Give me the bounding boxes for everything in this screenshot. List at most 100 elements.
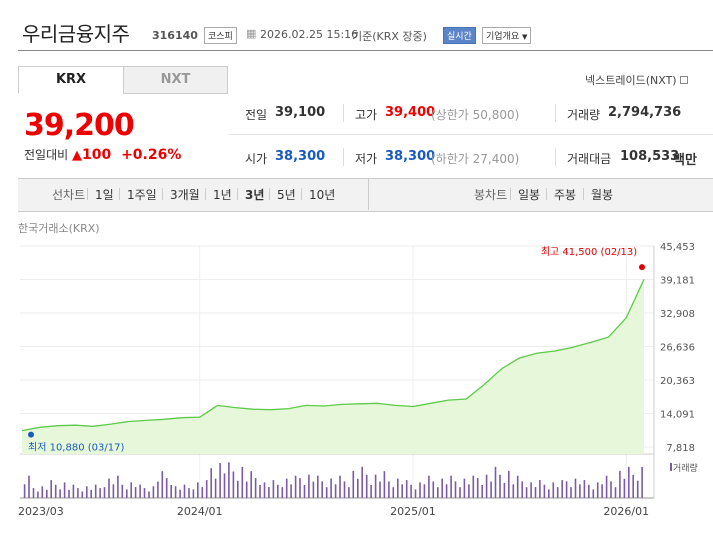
y-tick-label: 45,453 — [660, 242, 695, 253]
lower-limit: (하한가 27,400) — [431, 152, 520, 166]
volume-bar — [476, 478, 479, 498]
company-overview-label: 기업개요 — [486, 32, 520, 42]
nxt-link[interactable]: 넥스트레이드(NXT) — [585, 72, 688, 88]
volume-bar — [561, 480, 563, 498]
calendar-icon: ▦ — [246, 27, 257, 40]
volume-bar — [583, 480, 586, 498]
volume-bar — [548, 489, 550, 498]
price-area — [22, 279, 644, 454]
volume-bar — [503, 482, 506, 498]
volume-bar — [321, 481, 323, 498]
volume-bar — [152, 486, 155, 498]
volume-bar — [401, 484, 403, 498]
period-10y[interactable]: 10년 — [309, 188, 336, 202]
volume-bar — [90, 489, 92, 498]
volume-bar — [214, 478, 217, 498]
stock-name: 우리금융지주 — [22, 22, 130, 46]
volume-bar — [596, 482, 599, 498]
candle-daily[interactable]: 일봉 — [518, 188, 541, 202]
y-tick-label: 7,818 — [666, 443, 695, 454]
period-1y[interactable]: 1년 — [213, 188, 232, 202]
candle-monthly[interactable]: 월봉 — [591, 188, 614, 202]
trade-value: 108,533 — [620, 149, 680, 164]
volume-bar — [450, 475, 452, 498]
low-label: 저가 — [355, 152, 378, 166]
up-triangle-icon: ▲ — [72, 148, 82, 163]
realtime-badge: 실시간 — [443, 27, 476, 44]
stats-divider — [229, 134, 713, 135]
volume-bar — [383, 471, 386, 498]
volume-bar — [565, 481, 568, 498]
volume-bar — [148, 491, 150, 498]
upper-limit: (상한가 50,800) — [431, 108, 520, 122]
volume-bar — [334, 484, 337, 498]
volume-bar — [481, 485, 483, 498]
tab-krx[interactable]: KRX — [18, 66, 124, 93]
volume-bar — [601, 484, 603, 498]
x-tick-label: 2026/01 — [603, 505, 649, 518]
company-overview-button[interactable]: 기업개요 ▼ — [482, 27, 532, 44]
change-percent: +0.26% — [121, 147, 182, 163]
volume-bar — [552, 482, 555, 498]
volume-bar — [472, 475, 475, 498]
volume-bar — [485, 474, 488, 498]
volume-bar — [499, 474, 501, 498]
candle-weekly[interactable]: 주봉 — [554, 188, 577, 202]
volume-bar — [232, 471, 235, 498]
volume-bar — [183, 484, 186, 498]
period-1d[interactable]: 1일 — [95, 188, 114, 202]
period-3y[interactable]: 3년 — [245, 188, 265, 202]
volume-bar — [352, 470, 355, 498]
toolbar-sep — [87, 188, 88, 200]
open-label: 시가 — [245, 152, 268, 166]
y-tick-label: 14,091 — [660, 410, 695, 421]
volume-bar — [37, 491, 39, 498]
line-chart-label: 선차트 — [52, 188, 86, 202]
volume-bar — [454, 481, 457, 498]
volume-bar — [210, 468, 212, 498]
volume-bar — [374, 474, 377, 498]
header-divider — [18, 50, 713, 51]
volume-bar — [294, 475, 297, 498]
volume-bar — [272, 480, 275, 498]
volume-bar — [63, 482, 66, 498]
volume-bar — [68, 489, 70, 498]
y-axis-ticks: 45,453 39,181 32,908 26,636 20,363 14,091 7,81… — [660, 242, 695, 454]
tab-nxt[interactable]: NXT — [123, 66, 228, 94]
volume-bar — [317, 475, 319, 498]
volume-bar — [41, 486, 44, 498]
y-tick-label: 32,908 — [660, 309, 695, 320]
volume-bar — [539, 480, 541, 498]
x-axis-ticks: 2023/03 2024/01 2025/01 2026/01 — [18, 505, 649, 518]
volume-bar — [490, 481, 492, 498]
volume-bar — [610, 481, 612, 498]
volume-bar — [397, 478, 399, 498]
volume-bar — [410, 484, 412, 498]
volume-bar — [259, 485, 261, 498]
volume-bar — [179, 489, 181, 498]
volume-bar — [86, 486, 88, 498]
period-3m[interactable]: 3개월 — [170, 188, 200, 202]
volume-bar — [241, 466, 244, 498]
volume-bar — [534, 487, 537, 498]
low-value: 38,300 — [385, 149, 436, 164]
volume-bar — [121, 484, 124, 498]
volume-bar — [614, 487, 617, 498]
candle-chart-label: 봉차트 — [474, 188, 508, 202]
volume-bar — [392, 487, 395, 498]
volume-bar — [99, 488, 101, 498]
volume-bar — [28, 475, 30, 498]
prev-close-label: 전일 — [245, 108, 268, 122]
volume-bar — [112, 484, 115, 498]
period-1w[interactable]: 1주일 — [127, 188, 157, 202]
volume-bar — [117, 475, 119, 498]
y-tick-label: 39,181 — [660, 276, 695, 287]
toolbar-sep — [510, 188, 511, 200]
volume-bar — [543, 484, 546, 498]
high-label: 고가 — [355, 108, 378, 122]
volume-bar — [365, 474, 368, 498]
period-5y[interactable]: 5년 — [277, 188, 296, 202]
volume-bar — [126, 489, 128, 498]
external-link-icon — [679, 76, 688, 84]
volume-bar — [432, 481, 435, 498]
